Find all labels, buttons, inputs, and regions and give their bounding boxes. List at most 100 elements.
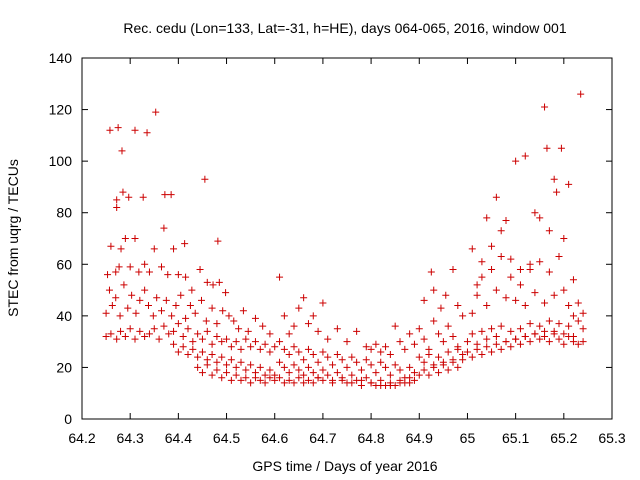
data-point xyxy=(478,351,486,359)
data-point xyxy=(377,348,385,356)
data-point xyxy=(295,366,303,374)
data-point xyxy=(266,374,274,382)
data-point xyxy=(406,379,414,387)
data-point xyxy=(223,335,231,343)
data-point xyxy=(555,253,563,261)
data-point xyxy=(304,345,312,353)
data-point xyxy=(295,374,303,382)
data-point xyxy=(213,320,221,328)
data-point xyxy=(319,366,327,374)
data-point xyxy=(526,320,534,328)
data-point xyxy=(545,338,553,346)
data-point xyxy=(194,363,202,371)
data-point xyxy=(492,332,500,340)
data-point xyxy=(237,376,245,384)
data-point xyxy=(116,312,124,320)
data-point xyxy=(124,304,132,312)
data-point xyxy=(468,353,476,361)
data-point xyxy=(227,343,235,351)
data-point xyxy=(415,371,423,379)
data-point xyxy=(324,371,332,379)
data-point xyxy=(186,302,194,310)
data-point xyxy=(256,376,264,384)
data-point xyxy=(516,281,524,289)
data-point xyxy=(531,330,539,338)
data-point xyxy=(396,338,404,346)
data-point xyxy=(565,302,573,310)
data-point xyxy=(106,126,114,134)
data-point xyxy=(367,379,375,387)
data-point xyxy=(218,374,226,382)
data-point xyxy=(219,307,227,315)
data-point xyxy=(362,374,370,382)
data-point xyxy=(276,374,284,382)
data-point xyxy=(197,296,205,304)
data-point xyxy=(141,286,149,294)
data-point xyxy=(541,103,549,111)
data-point xyxy=(280,345,288,353)
data-point xyxy=(251,338,259,346)
data-point xyxy=(449,358,457,366)
data-point xyxy=(545,317,553,325)
data-point xyxy=(114,124,122,132)
data-point xyxy=(251,374,259,382)
data-point xyxy=(488,242,496,250)
data-point xyxy=(112,294,120,302)
x-tick-label: 65.1 xyxy=(502,430,529,446)
data-point xyxy=(276,358,284,366)
data-point xyxy=(290,361,298,369)
data-point xyxy=(223,369,231,377)
data-point xyxy=(285,330,293,338)
data-point xyxy=(478,273,486,281)
data-point xyxy=(266,366,274,374)
x-tick-label: 64.7 xyxy=(309,430,336,446)
data-point xyxy=(113,204,121,212)
data-point xyxy=(153,294,161,302)
x-tick-label: 64.3 xyxy=(117,430,144,446)
data-point xyxy=(118,147,126,155)
data-point xyxy=(136,327,144,335)
data-point xyxy=(119,188,127,196)
data-point xyxy=(338,356,346,364)
data-point xyxy=(333,369,341,377)
data-point xyxy=(160,322,168,330)
data-point xyxy=(488,348,496,356)
data-point xyxy=(531,289,539,297)
data-point xyxy=(377,358,385,366)
data-point xyxy=(468,245,476,253)
data-point xyxy=(406,330,414,338)
data-point xyxy=(507,255,515,263)
data-point xyxy=(382,363,390,371)
data-point xyxy=(516,265,524,273)
data-point xyxy=(329,379,337,387)
data-point xyxy=(468,330,476,338)
data-point xyxy=(182,314,190,322)
data-point xyxy=(555,335,563,343)
data-point xyxy=(115,263,123,271)
data-point xyxy=(237,345,245,353)
data-point xyxy=(215,278,223,286)
x-tick-label: 64.4 xyxy=(165,430,192,446)
data-point xyxy=(218,353,226,361)
data-point xyxy=(574,340,582,348)
data-point xyxy=(536,322,544,330)
data-point xyxy=(256,363,264,371)
data-point xyxy=(550,330,558,338)
data-point xyxy=(181,240,189,248)
chart-title: Rec. cedu (Lon=133, Lat=-31, h=HE), days… xyxy=(123,20,566,36)
data-point xyxy=(143,129,151,137)
data-point xyxy=(430,286,438,294)
data-point xyxy=(131,335,139,343)
data-point xyxy=(141,260,149,268)
data-point xyxy=(161,191,169,199)
data-point xyxy=(170,327,178,335)
data-point xyxy=(247,379,255,387)
data-point xyxy=(174,320,182,328)
data-point xyxy=(536,258,544,266)
data-point xyxy=(478,327,486,335)
data-point xyxy=(165,330,173,338)
data-point xyxy=(401,345,409,353)
data-point xyxy=(329,361,337,369)
data-point xyxy=(184,351,192,359)
